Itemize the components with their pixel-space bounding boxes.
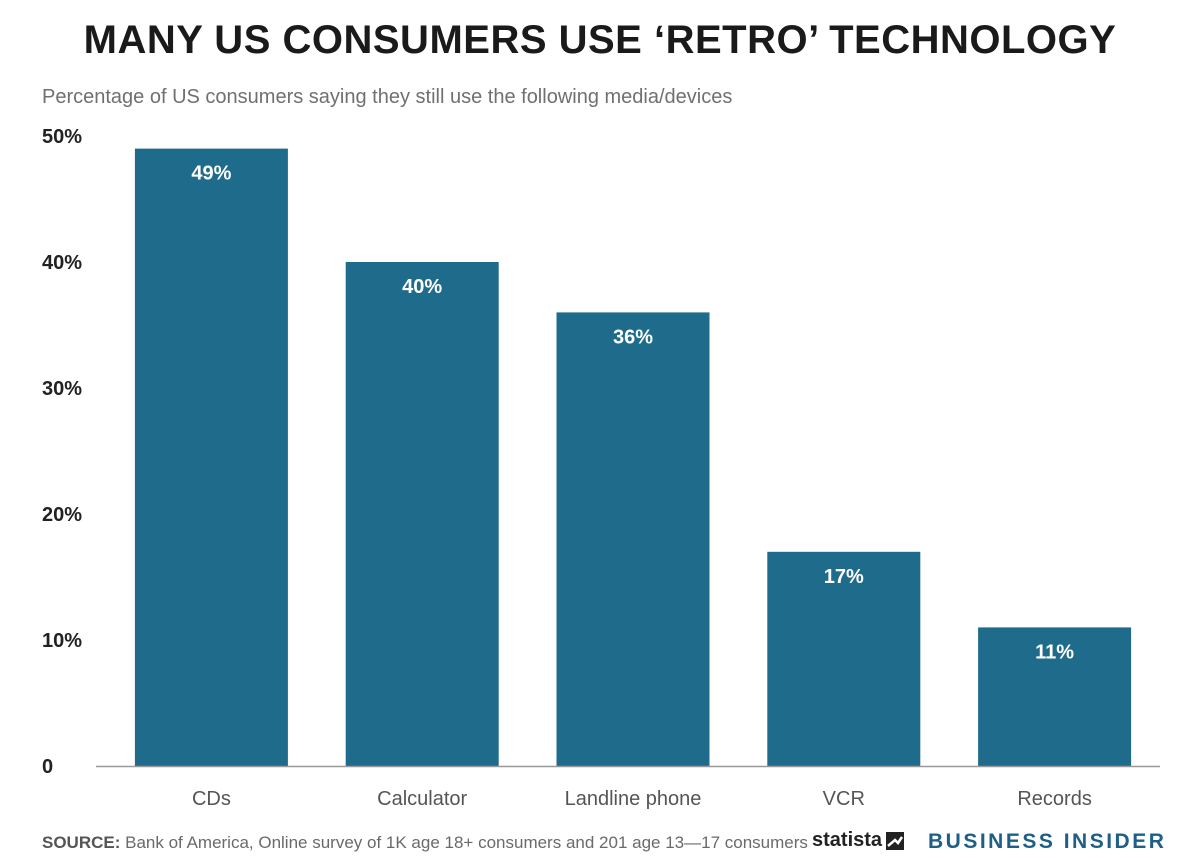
source-note: SOURCE: Bank of America, Online survey o…	[42, 833, 808, 853]
x-category-label: Calculator	[377, 788, 467, 810]
x-category-label: Records	[1017, 788, 1091, 810]
y-tick-label: 20%	[42, 504, 82, 526]
bar-value-label: 49%	[191, 163, 231, 185]
source-text: Bank of America, Online survey of 1K age…	[120, 833, 808, 852]
bar-value-label: 36%	[613, 326, 653, 348]
source-label: SOURCE:	[42, 833, 121, 852]
chart-title: MANY US CONSUMERS USE ‘RETRO’ TECHNOLOGY	[83, 18, 1117, 62]
bar-value-label: 40%	[402, 276, 442, 298]
y-tick-label: 0	[42, 756, 53, 778]
bar-value-label: 17%	[824, 566, 864, 588]
y-tick-label: 10%	[42, 630, 82, 652]
chart-subtitle: Percentage of US consumers saying they s…	[42, 86, 733, 108]
statista-wordmark: statista	[812, 829, 883, 851]
bar-vcr	[767, 551, 921, 766]
y-tick-label: 50%	[42, 126, 82, 148]
bar-cds	[134, 148, 288, 767]
bar-value-label: 11%	[1035, 641, 1074, 663]
x-category-label: Landline phone	[565, 788, 702, 810]
statista-icon	[886, 831, 905, 850]
bar-calculator	[345, 262, 499, 766]
statista-logo: statista	[812, 829, 905, 852]
business-insider-logo: BUSINESS INSIDER	[928, 830, 1167, 853]
x-category-label: VCR	[823, 788, 865, 810]
x-category-label: CDs	[192, 788, 231, 810]
bar-records	[978, 627, 1132, 766]
y-tick-label: 40%	[42, 252, 82, 274]
bar-landline-phone	[556, 312, 710, 766]
y-tick-label: 30%	[42, 378, 82, 400]
